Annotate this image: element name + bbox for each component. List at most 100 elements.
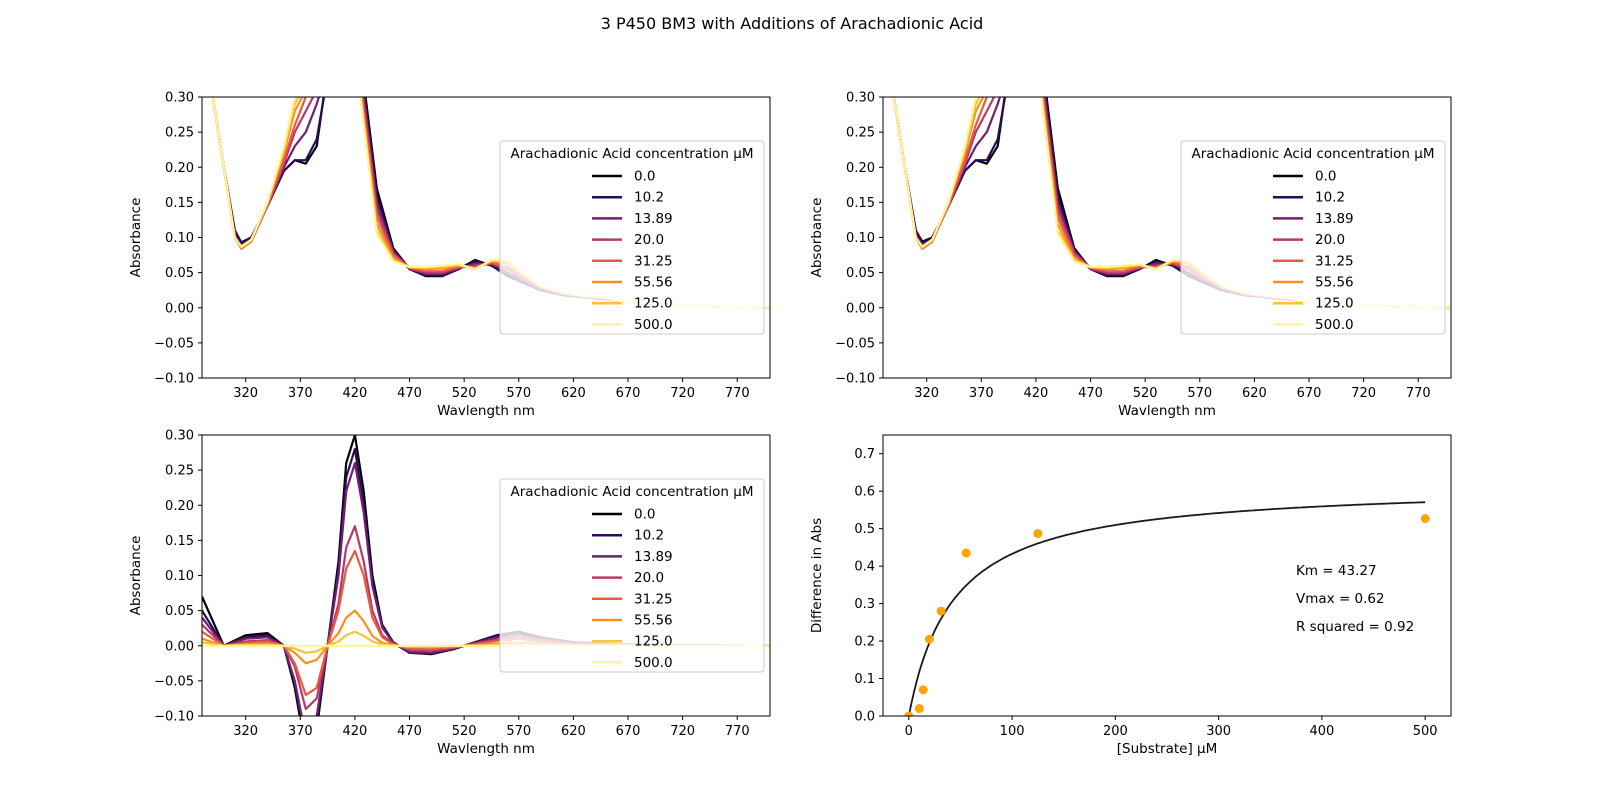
panel-spectra-raw: 320 370 420 470 520 570 620 670 720 770 −0.10 −0.05… (128, 91, 771, 419)
y-tick-label: 0.30 (165, 429, 194, 444)
x-axis-label: Wavlength nm (1118, 403, 1216, 419)
legend-label: 125.0 (634, 634, 673, 650)
data-point (918, 685, 928, 695)
x-tick-label: 720 (1351, 386, 1376, 401)
data-point (961, 548, 971, 558)
x-tick-label: 200 (1103, 724, 1128, 739)
y-tick-label: 0.25 (165, 464, 194, 479)
x-tick-label: 720 (670, 724, 695, 739)
x-axis-label: Wavlength nm (437, 741, 535, 757)
y-axis-label: Difference in Abs (809, 518, 825, 633)
y-tick-label: −0.05 (154, 336, 194, 351)
y-tick-label: 0.00 (165, 639, 194, 654)
y-tick-label: 0.10 (846, 231, 875, 246)
x-tick-label: 470 (397, 724, 422, 739)
x-tick-label: 300 (1206, 724, 1231, 739)
fit-annotation: Vmax = 0.62 (1296, 591, 1385, 607)
y-tick-label: 0.05 (165, 266, 194, 281)
y-axis-label: Absorbance (128, 536, 144, 616)
legend-title: Arachadionic Acid concentration µM (511, 484, 754, 500)
x-tick-label: 320 (233, 386, 258, 401)
legend-label: 31.25 (1315, 253, 1354, 269)
x-tick-label: 370 (288, 724, 313, 739)
y-tick-label: 0.25 (165, 126, 194, 141)
data-point (914, 704, 924, 714)
y-tick-label: −0.05 (835, 336, 875, 351)
x-tick-label: 520 (1133, 386, 1158, 401)
y-tick-label: 0.00 (846, 301, 875, 316)
legend: Arachadionic Acid concentration µM 0.0 10.… (499, 140, 765, 335)
x-tick-label: 770 (725, 386, 750, 401)
legend-label: 20.0 (1315, 232, 1345, 248)
plot-frame (882, 434, 1452, 717)
y-tick-label: 0.10 (165, 569, 194, 584)
x-tick-label: 520 (452, 724, 477, 739)
y-tick-label: 0.10 (165, 231, 194, 246)
y-tick-label: 0.0 (854, 710, 875, 725)
x-tick-label: 620 (561, 724, 586, 739)
data-point (1033, 529, 1043, 539)
x-axis-label: Wavlength nm (437, 403, 535, 419)
legend-box (499, 140, 765, 335)
legend-label: 500.0 (1315, 317, 1354, 333)
y-tick-label: 0.05 (846, 266, 875, 281)
y-tick-label: 0.6 (854, 485, 875, 500)
legend-label: 31.25 (634, 591, 673, 607)
legend-title: Arachadionic Acid concentration µM (511, 146, 754, 162)
y-tick-label: 0.20 (846, 161, 875, 176)
y-tick-label: 0.1 (854, 672, 875, 687)
y-tick-label: −0.10 (154, 372, 194, 387)
x-tick-label: 500 (1413, 724, 1438, 739)
y-tick-label: 0.5 (854, 522, 875, 537)
x-tick-label: 670 (1297, 386, 1322, 401)
x-tick-label: 570 (506, 386, 531, 401)
x-tick-label: 320 (914, 386, 939, 401)
x-tick-label: 570 (506, 724, 531, 739)
legend-label: 125.0 (1315, 296, 1354, 312)
y-tick-label: 0.20 (165, 161, 194, 176)
y-tick-label: 0.15 (165, 196, 194, 211)
y-tick-label: 0.30 (165, 91, 194, 106)
legend-label: 0.0 (1315, 169, 1336, 185)
x-tick-label: 470 (397, 386, 422, 401)
y-tick-label: 0.30 (846, 91, 875, 106)
y-tick-label: 0.7 (854, 447, 875, 462)
legend-label: 55.56 (634, 275, 673, 291)
x-tick-label: 620 (1242, 386, 1267, 401)
y-tick-label: 0.4 (854, 560, 875, 575)
plot-frame (201, 96, 771, 379)
y-tick-label: 0.05 (165, 604, 194, 619)
x-tick-label: 770 (725, 724, 750, 739)
legend-label: 500.0 (634, 317, 673, 333)
fit-curve (907, 501, 1426, 716)
y-tick-label: −0.10 (835, 372, 875, 387)
y-tick-label: −0.10 (154, 710, 194, 725)
fit-annotation: R squared = 0.92 (1296, 619, 1414, 635)
legend-box (1180, 140, 1446, 335)
data-point (936, 606, 946, 616)
x-axis-label: [Substrate] µM (1117, 741, 1218, 757)
y-tick-label: 0.20 (165, 499, 194, 514)
x-tick-label: 420 (343, 386, 368, 401)
data-point (1420, 514, 1430, 524)
x-tick-label: 0 (905, 724, 913, 739)
panel-difference-spectra: 320 370 420 470 520 570 620 670 720 770 −0.10 −0.05… (128, 429, 771, 757)
x-tick-label: 570 (1187, 386, 1212, 401)
y-tick-label: 0.25 (846, 126, 875, 141)
plot-data (904, 501, 1430, 716)
y-tick-label: −0.05 (154, 674, 194, 689)
legend: Arachadionic Acid concentration µM 0.0 10.… (1180, 140, 1446, 335)
y-tick-label: 0.2 (854, 635, 875, 650)
legend-label: 13.89 (1315, 211, 1354, 227)
x-tick-label: 520 (452, 386, 477, 401)
y-tick-label: 0.00 (165, 301, 194, 316)
figure-title: 3 P450 BM3 with Additions of Arachadioni… (601, 14, 984, 33)
legend-label: 0.0 (634, 507, 655, 523)
x-tick-label: 770 (1406, 386, 1431, 401)
plot-frame (201, 434, 771, 717)
x-tick-label: 470 (1078, 386, 1103, 401)
panel-michaelis-menten: 0 100 200 300 400 500 0.0 0.1 0.2 0.3 0.4 0.5 0.6 0.7… (809, 434, 1452, 757)
y-tick-label: 0.3 (854, 597, 875, 612)
legend-label: 500.0 (634, 655, 673, 671)
data-point (904, 711, 914, 716)
